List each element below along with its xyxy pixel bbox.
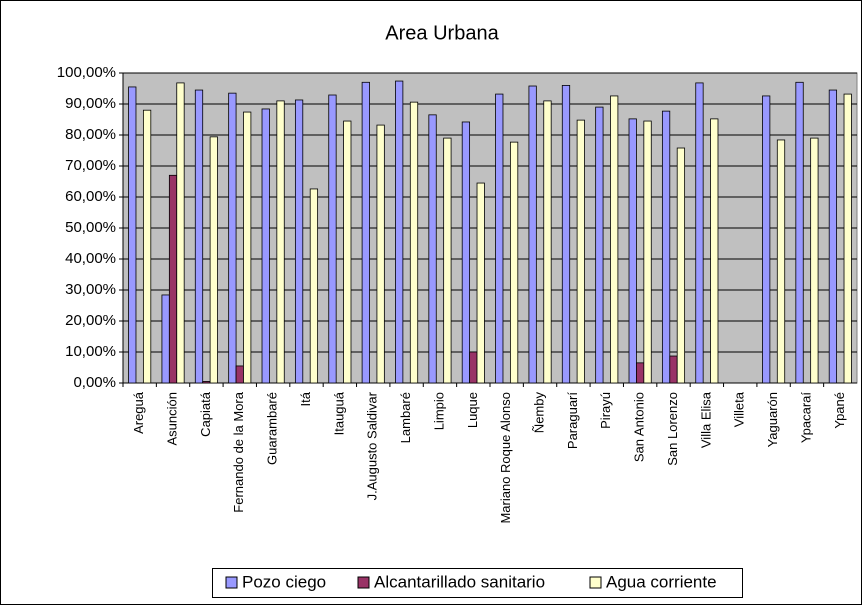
x-tick-label: J.Augusto Saldivar (365, 391, 380, 500)
y-tick-label: 0,00% (73, 374, 116, 391)
bar (695, 82, 704, 384)
bar (161, 294, 170, 384)
x-tick-label: Paraguarí (565, 392, 580, 449)
y-tick-label: 50,00% (65, 219, 116, 236)
y-tick-label: 100,00% (57, 64, 116, 81)
bar (409, 101, 419, 384)
bar (202, 381, 211, 384)
bar (276, 100, 285, 384)
x-tick-label: Ypacaraí (798, 392, 813, 443)
bar (795, 81, 804, 384)
bar (595, 106, 604, 384)
bar (309, 188, 319, 384)
x-tick-label: Ñemby (531, 392, 546, 434)
bar (361, 81, 370, 384)
bar (561, 85, 571, 384)
x-tick-label: Capiatá (198, 391, 213, 437)
y-tick-label: 80,00% (65, 126, 116, 143)
bar (469, 351, 478, 384)
bar (176, 82, 185, 384)
x-tick-label: Villeta (732, 391, 747, 427)
legend-label: Pozo ciego (242, 572, 326, 591)
x-tick-label: Limpio (431, 392, 446, 430)
bar (228, 92, 237, 384)
x-tick-label: Mariano Roque Alonso (498, 392, 513, 524)
bar (142, 109, 152, 384)
x-tick-label: Asunción (164, 392, 179, 445)
bar (810, 137, 819, 384)
x-tick-label: Yaguarón (765, 392, 780, 447)
legend-label: Alcantarillado sanitario (374, 572, 545, 591)
legend-swatch (589, 576, 602, 589)
bar (661, 110, 671, 384)
bar (476, 182, 485, 384)
bar (676, 147, 686, 384)
bar (328, 94, 337, 384)
y-tick-label: 70,00% (65, 157, 116, 174)
bar (168, 174, 178, 384)
bar (461, 121, 471, 384)
x-tick-label: Itauguá (331, 391, 346, 435)
bar (294, 99, 304, 384)
x-tick-label: Fernando de la Mora (231, 391, 246, 512)
bar (610, 95, 619, 384)
bar (261, 108, 270, 384)
legend-label: Agua corriente (606, 572, 717, 591)
bar (376, 124, 385, 384)
bar (495, 93, 504, 384)
bar (128, 86, 137, 384)
bar (343, 120, 352, 384)
legend-swatch (225, 576, 238, 589)
bar (243, 111, 252, 384)
y-tick-label: 60,00% (65, 188, 116, 205)
x-tick-label: Luque (465, 392, 480, 428)
y-tick-label: 90,00% (65, 95, 116, 112)
y-tick-label: 20,00% (65, 312, 116, 329)
bar (843, 93, 852, 384)
y-tick-label: 30,00% (65, 281, 116, 298)
x-tick-label: Lambaré (398, 392, 413, 443)
bar (828, 89, 838, 384)
x-tick-label: Itá (298, 391, 313, 406)
bar (528, 85, 537, 384)
legend-swatch (357, 576, 370, 589)
bar (443, 137, 452, 384)
bar (209, 136, 218, 384)
x-tick-label: San Lorenzo (665, 392, 680, 466)
bar (428, 114, 437, 384)
bar (395, 80, 404, 384)
bar (669, 355, 678, 384)
x-tick-label: San Antonio (632, 392, 647, 462)
x-tick-label: Villa Elisa (698, 391, 713, 448)
bar (576, 119, 585, 384)
bar (643, 120, 652, 384)
y-tick-label: 10,00% (65, 343, 116, 360)
bar (509, 141, 519, 384)
y-tick-label: 40,00% (65, 250, 116, 267)
x-tick-label: Pirayú (598, 392, 613, 429)
bar (628, 118, 637, 384)
bar (636, 362, 645, 384)
bar (235, 365, 244, 384)
chart-title: Area Urbana (385, 22, 499, 44)
x-tick-label: Guarambaré (265, 392, 280, 465)
legend (212, 568, 743, 598)
bar (194, 89, 204, 384)
x-tick-label: Areguá (131, 391, 146, 434)
bar (543, 100, 552, 384)
bar (762, 95, 771, 384)
x-tick-label: Ypané (832, 392, 847, 429)
bar (776, 139, 786, 384)
bar (710, 118, 719, 384)
